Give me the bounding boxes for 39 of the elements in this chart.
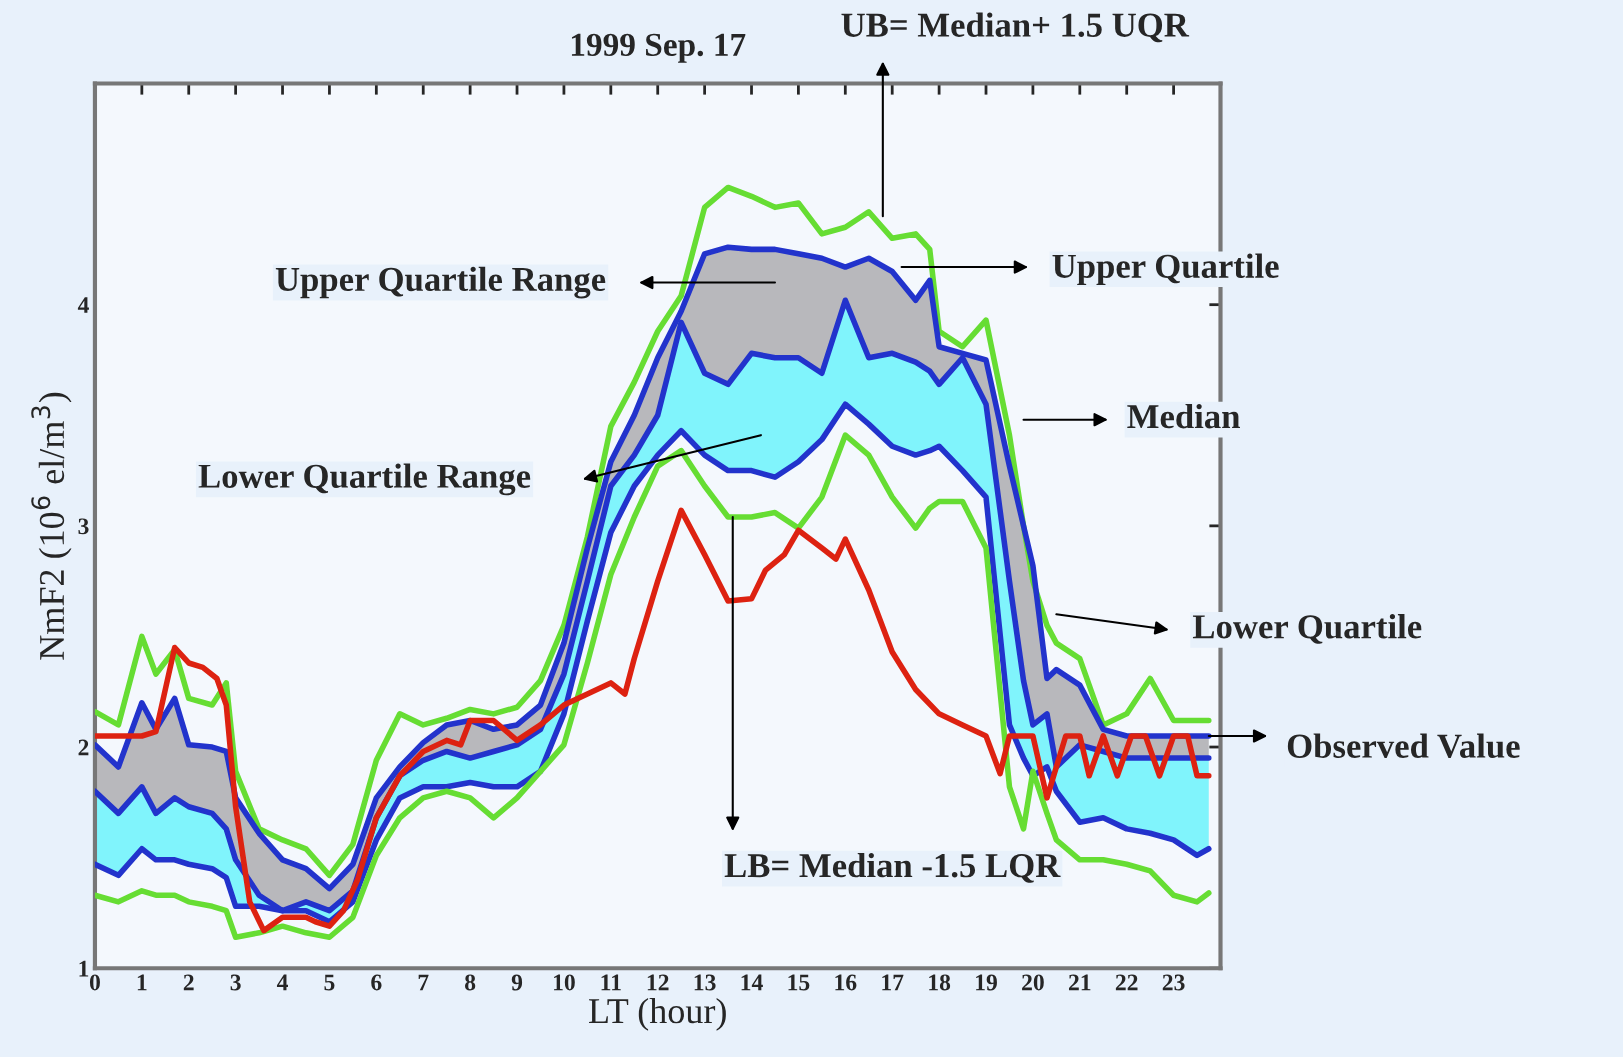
x-tick-label: 12: [647, 974, 669, 991]
y-tick-label: 1: [79, 960, 89, 977]
y-tick-label: 3: [78, 518, 89, 535]
x-tick-label: 8: [465, 974, 476, 991]
x-tick-label: 11: [601, 974, 621, 991]
x-tick-label: 10: [554, 974, 575, 991]
annotation: LB= Median -1.5 LQR: [724, 852, 1061, 883]
x-tick-label: 13: [694, 974, 716, 991]
x-tick-label: 4: [276, 974, 288, 991]
chart-title: 1999 Sep. 17: [571, 33, 746, 63]
y-axis-title: NmF2 (10$^{6}$ el/m$^{3}$): [31, 392, 72, 660]
x-tick-label: 17: [882, 974, 904, 991]
x-tick-label: 20: [1022, 974, 1044, 991]
annotation: Observed Value: [1287, 733, 1520, 759]
x-tick-label: 5: [324, 974, 335, 991]
x-tick-label: 9: [511, 974, 523, 991]
x-tick-label: 14: [741, 974, 763, 991]
x-tick-label: 19: [976, 974, 997, 991]
annotation: Median: [1127, 403, 1240, 429]
annotation: Lower Quartile Range: [198, 463, 531, 496]
x-axis-title: LT (hour): [589, 997, 726, 1031]
x-tick-label: 21: [1068, 974, 1091, 991]
x-tick-label: 7: [418, 974, 429, 991]
x-tick-label: 18: [929, 974, 951, 991]
y-tick-label: 4: [77, 297, 89, 313]
x-tick-label: 1: [137, 974, 147, 991]
x-tick-label: 16: [835, 974, 857, 991]
annotation: Upper Quartile: [1052, 253, 1279, 286]
x-tick-label: 3: [230, 974, 241, 991]
x-tick-label: 15: [788, 974, 810, 991]
x-tick-label: 22: [1115, 974, 1138, 991]
x-tick-label: 2: [183, 974, 194, 991]
x-tick-label: 0: [89, 974, 100, 991]
x-tick-label: 6: [371, 974, 382, 991]
annotation: Upper Quartile Range: [275, 266, 606, 299]
x-tick-label: 23: [1162, 974, 1185, 991]
annotation: Lower Quartile: [1192, 614, 1422, 644]
annotation: UB= Median+ 1.5 UQR: [841, 12, 1190, 43]
y-tick-label: 2: [78, 739, 89, 756]
